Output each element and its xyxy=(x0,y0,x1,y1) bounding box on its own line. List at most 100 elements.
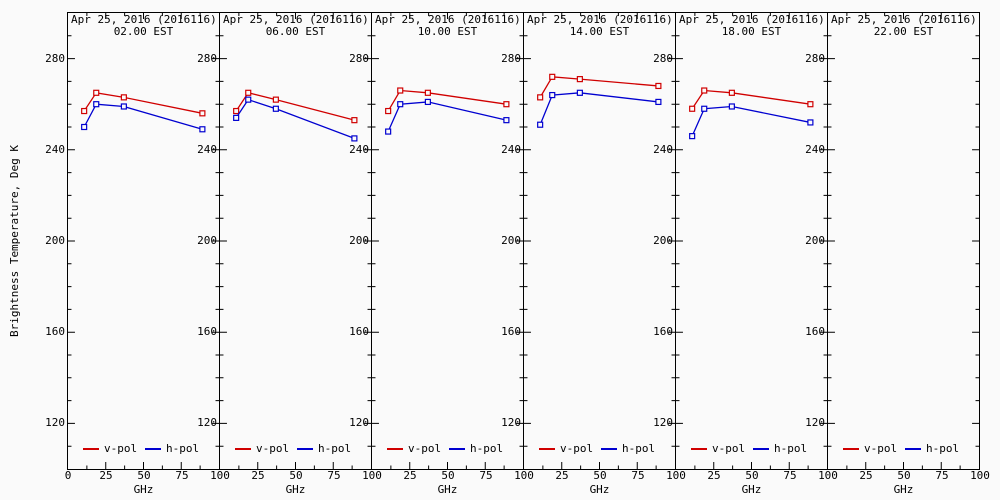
data-marker-h-pol xyxy=(385,128,392,135)
data-marker-h-pol xyxy=(701,105,708,112)
legend-item-h-pol: h-pol xyxy=(905,442,959,456)
axis-ticks xyxy=(220,13,371,469)
plot-area xyxy=(68,13,219,469)
legend-item-v-pol: v-pol xyxy=(691,442,745,456)
data-marker-h-pol xyxy=(93,101,100,108)
legend-item-v-pol: v-pol xyxy=(843,442,897,456)
legend-item-v-pol: v-pol xyxy=(83,442,137,456)
x-axis-unit-label: GHz xyxy=(437,483,458,496)
panel-title: Apr 25, 2016 (2016116) 22.00 EST xyxy=(828,14,979,38)
x-axis-unit-label: GHz xyxy=(133,483,154,496)
axis-ticks xyxy=(676,13,827,469)
panel-date-label: Apr 25, 2016 (2016116) xyxy=(527,13,673,26)
legend-label: v-pol xyxy=(104,442,138,455)
x-tick-label: 25 xyxy=(707,469,721,482)
panel-time-label: 14.00 EST xyxy=(569,25,630,38)
y-tick-label: 240 xyxy=(45,142,65,156)
data-marker-h-pol xyxy=(397,101,404,108)
series-line-h-pol xyxy=(83,103,203,130)
data-marker-v-pol xyxy=(549,73,556,80)
y-tick-label: 240 xyxy=(349,142,369,156)
series-line-h-pol xyxy=(235,98,355,140)
data-marker-v-pol xyxy=(245,89,252,96)
x-tick-label: 100 xyxy=(818,469,838,482)
x-tick-label: 25 xyxy=(251,469,265,482)
data-marker-v-pol xyxy=(537,94,544,101)
series-line-h-pol xyxy=(691,105,811,137)
data-marker-v-pol xyxy=(93,89,100,96)
plot-area xyxy=(524,13,675,469)
y-tick-label: 280 xyxy=(653,51,673,65)
data-marker-v-pol xyxy=(81,107,88,115)
data-marker-v-pol xyxy=(424,89,431,96)
y-tick-label: 120 xyxy=(653,416,673,430)
data-marker-h-pol xyxy=(503,117,510,124)
legend-label: v-pol xyxy=(560,442,594,455)
axis-ticks xyxy=(68,13,219,469)
data-marker-h-pol xyxy=(576,89,583,96)
x-tick-label: 0 xyxy=(64,469,72,482)
y-tick-label: 200 xyxy=(501,234,521,247)
x-tick-label: 75 xyxy=(783,469,797,482)
chart-panel: Apr 25, 2016 (2016116) 02.00 EST 280 240 2… xyxy=(45,12,230,496)
legend-swatch-h-pol xyxy=(905,448,921,450)
legend-label: v-pol xyxy=(712,442,746,455)
y-axis-title: Brightness Temperature, Deg K xyxy=(8,144,21,338)
legend-item-v-pol: v-pol xyxy=(539,442,593,456)
legend-label: h-pol xyxy=(926,442,960,455)
legend-swatch-h-pol xyxy=(449,448,465,450)
panel-time-label: 02.00 EST xyxy=(113,25,174,38)
data-marker-h-pol xyxy=(728,103,735,110)
y-tick-label: 160 xyxy=(45,325,65,339)
y-tick-label: 160 xyxy=(197,325,217,339)
series-line-v-pol xyxy=(539,76,659,98)
y-tick-label: 160 xyxy=(805,325,825,339)
data-marker-h-pol xyxy=(233,114,240,121)
legend-label: v-pol xyxy=(256,442,290,455)
axis-ticks xyxy=(828,13,979,469)
x-tick-label: 25 xyxy=(859,469,873,482)
data-marker-v-pol xyxy=(807,101,814,108)
plot-area xyxy=(372,13,523,469)
legend-swatch-v-pol xyxy=(843,448,859,450)
x-tick-label: 25 xyxy=(555,469,569,482)
data-marker-v-pol xyxy=(728,89,735,96)
legend-item-h-pol: h-pol xyxy=(753,442,807,456)
plot-area xyxy=(828,13,979,469)
data-marker-h-pol xyxy=(655,98,662,106)
data-marker-h-pol xyxy=(549,91,556,99)
data-marker-v-pol xyxy=(199,110,206,117)
chart-panel: Apr 25, 2016 (2016116) 22.00 EST 280 240 2… xyxy=(805,12,990,496)
x-tick-label: 50 xyxy=(441,469,455,482)
y-tick-label: 200 xyxy=(197,234,217,247)
data-marker-h-pol xyxy=(199,126,206,133)
data-marker-v-pol xyxy=(120,94,127,101)
x-tick-label: 100 xyxy=(362,469,382,482)
y-tick-label: 200 xyxy=(349,234,369,247)
data-marker-h-pol xyxy=(245,96,252,103)
x-axis-unit-label: GHz xyxy=(741,483,762,496)
legend-label: v-pol xyxy=(408,442,442,455)
y-tick-label: 160 xyxy=(653,325,673,339)
chart-panel: Apr 25, 2016 (2016116) 14.00 EST 280 240 2… xyxy=(501,12,686,496)
y-tick-label: 240 xyxy=(501,142,521,156)
panel-title: Apr 25, 2016 (2016116) 14.00 EST xyxy=(524,14,675,38)
legend-swatch-v-pol xyxy=(235,448,251,450)
panel-strip: Apr 25, 2016 (2016116) 02.00 EST 280 240 2… xyxy=(45,12,990,496)
panel-date-label: Apr 25, 2016 (2016116) xyxy=(71,13,217,26)
x-tick-label: 25 xyxy=(99,469,113,482)
data-marker-v-pol xyxy=(397,87,404,94)
panel-time-label: 18.00 EST xyxy=(721,25,782,38)
legend-label: h-pol xyxy=(318,442,352,455)
y-tick-label: 120 xyxy=(501,416,521,430)
legend-label: h-pol xyxy=(470,442,504,455)
y-tick-label: 240 xyxy=(197,142,217,156)
y-tick-label: 240 xyxy=(653,142,673,156)
x-tick-label: 100 xyxy=(514,469,534,482)
x-tick-label: 100 xyxy=(666,469,686,482)
axis-ticks xyxy=(372,13,523,469)
chart-panel: Apr 25, 2016 (2016116) 10.00 EST 280 240 2… xyxy=(349,12,534,496)
panel-date-label: Apr 25, 2016 (2016116) xyxy=(831,13,977,26)
legend-label: h-pol xyxy=(166,442,200,455)
legend-label: v-pol xyxy=(864,442,898,455)
